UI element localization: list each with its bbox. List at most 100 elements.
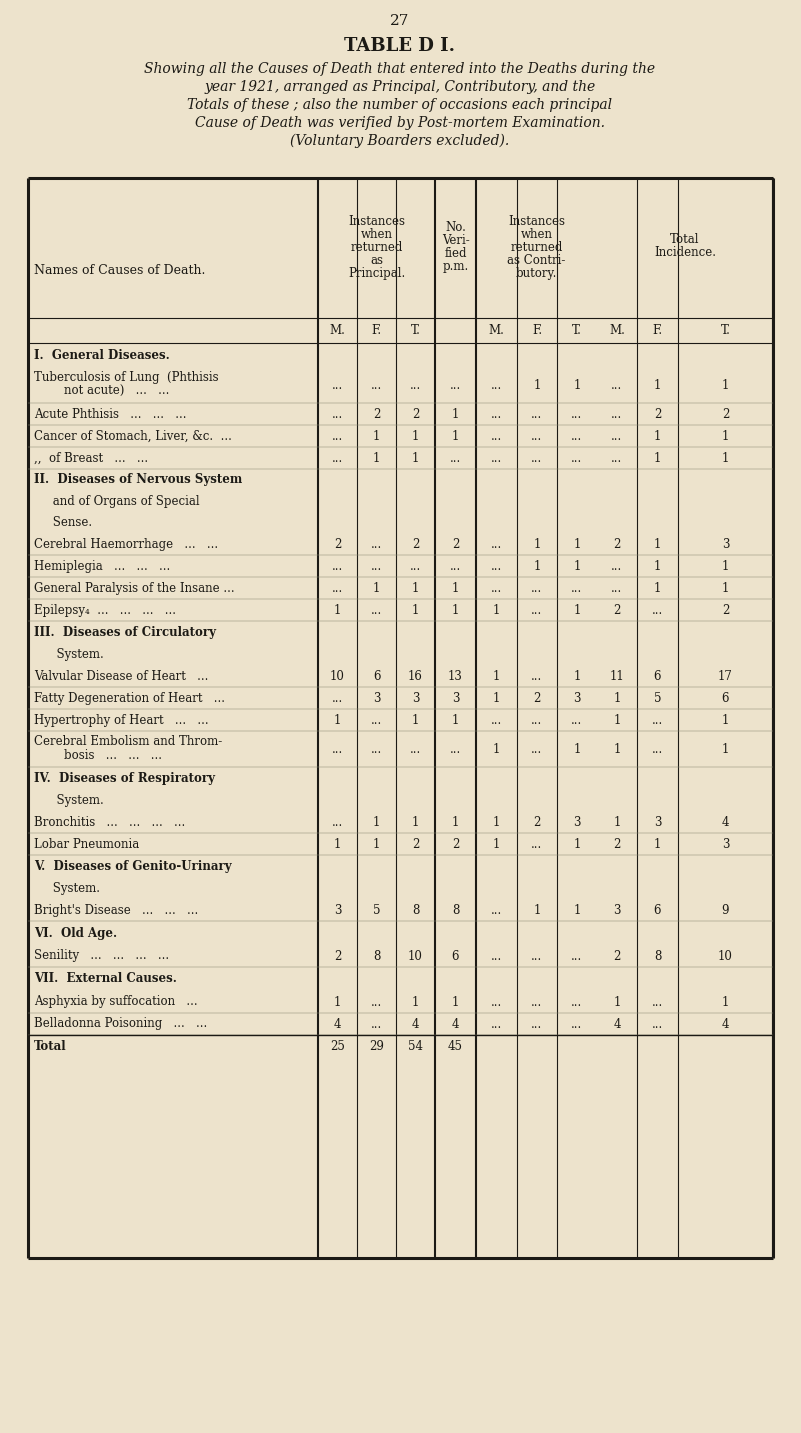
Text: ...: ... [611, 582, 622, 595]
Text: 1: 1 [722, 996, 729, 1009]
Text: Cerebral Embolism and Throm-: Cerebral Embolism and Throm- [34, 735, 222, 748]
Text: ...: ... [491, 903, 502, 917]
Text: General Paralysis of the Insane ...: General Paralysis of the Insane ... [34, 582, 235, 595]
Text: 1: 1 [372, 837, 380, 851]
Text: Names of Causes of Death.: Names of Causes of Death. [34, 264, 205, 277]
Text: fied: fied [445, 246, 467, 259]
Text: ...: ... [371, 603, 382, 616]
Text: 1: 1 [412, 815, 419, 828]
Text: bosis   ...   ...   ...: bosis ... ... ... [34, 749, 162, 762]
Text: 1: 1 [372, 451, 380, 464]
Text: 3: 3 [574, 692, 581, 705]
Text: ...: ... [531, 714, 542, 727]
Text: 1: 1 [574, 559, 581, 573]
Text: 16: 16 [408, 669, 423, 682]
Text: 1: 1 [574, 837, 581, 851]
Text: 3: 3 [722, 837, 729, 851]
Text: ...: ... [531, 837, 542, 851]
Text: ...: ... [332, 559, 343, 573]
Text: year 1921, arranged as Principal, Contributory, and the: year 1921, arranged as Principal, Contri… [204, 80, 596, 95]
Text: ...: ... [531, 582, 542, 595]
Text: 1: 1 [452, 582, 459, 595]
Text: Asphyxia by suffocation   ...: Asphyxia by suffocation ... [34, 996, 198, 1009]
Text: 6: 6 [452, 950, 459, 963]
Text: 1: 1 [574, 742, 581, 755]
Text: 3: 3 [574, 815, 581, 828]
Text: 3: 3 [372, 692, 380, 705]
Text: ...: ... [410, 559, 421, 573]
Text: ...: ... [652, 742, 663, 755]
Text: 2: 2 [533, 692, 541, 705]
Text: 1: 1 [654, 559, 661, 573]
Text: ...: ... [371, 996, 382, 1009]
Text: ...: ... [652, 1017, 663, 1030]
Text: 3: 3 [614, 903, 621, 917]
Text: ...: ... [531, 451, 542, 464]
Text: 2: 2 [722, 603, 729, 616]
Text: 1: 1 [372, 582, 380, 595]
Text: M.: M. [609, 324, 625, 337]
Text: 1: 1 [722, 378, 729, 391]
Text: 2: 2 [412, 407, 419, 420]
Text: ...: ... [371, 714, 382, 727]
Text: Tuberculosis of Lung  (Phthisis: Tuberculosis of Lung (Phthisis [34, 371, 219, 384]
Text: 1: 1 [412, 996, 419, 1009]
Text: TABLE D I.: TABLE D I. [344, 37, 456, 54]
Text: III.  Diseases of Circulatory: III. Diseases of Circulatory [34, 625, 216, 639]
Text: ...: ... [491, 1017, 502, 1030]
Text: 8: 8 [654, 950, 661, 963]
Text: Bright's Disease   ...   ...   ...: Bright's Disease ... ... ... [34, 903, 199, 917]
Text: 1: 1 [722, 451, 729, 464]
Text: 2: 2 [533, 815, 541, 828]
Text: ...: ... [332, 378, 343, 391]
Text: returned: returned [350, 241, 403, 254]
Text: Cause of Death was verified by Post-mortem Examination.: Cause of Death was verified by Post-mort… [195, 116, 605, 130]
Text: 9: 9 [722, 903, 729, 917]
Text: 1: 1 [654, 378, 661, 391]
Text: Total: Total [670, 234, 700, 246]
Text: ...: ... [531, 430, 542, 443]
Text: ...: ... [491, 996, 502, 1009]
Text: 2: 2 [412, 537, 419, 550]
Text: II.  Diseases of Nervous System: II. Diseases of Nervous System [34, 473, 242, 486]
Text: 1: 1 [452, 407, 459, 420]
Text: 1: 1 [574, 537, 581, 550]
Text: ...: ... [571, 714, 582, 727]
Text: ...: ... [371, 537, 382, 550]
Text: 5: 5 [654, 692, 662, 705]
Text: 6: 6 [372, 669, 380, 682]
Text: 10: 10 [718, 950, 733, 963]
Text: ...: ... [571, 996, 582, 1009]
Text: 3: 3 [334, 903, 341, 917]
Text: ...: ... [531, 742, 542, 755]
Text: 5: 5 [372, 903, 380, 917]
Text: System.: System. [34, 794, 104, 807]
Text: Senility   ...   ...   ...   ...: Senility ... ... ... ... [34, 950, 169, 963]
Text: when: when [521, 228, 553, 241]
Text: VI.  Old Age.: VI. Old Age. [34, 927, 117, 940]
Text: 4: 4 [452, 1017, 459, 1030]
Text: 8: 8 [412, 903, 419, 917]
Text: Showing all the Causes of Death that entered into the Deaths during the: Showing all the Causes of Death that ent… [144, 62, 655, 76]
Text: 1: 1 [614, 692, 621, 705]
Text: as: as [370, 254, 383, 267]
Text: 2: 2 [614, 837, 621, 851]
Text: ...: ... [571, 1017, 582, 1030]
Text: 1: 1 [412, 430, 419, 443]
Text: 6: 6 [654, 669, 662, 682]
Text: ...: ... [332, 407, 343, 420]
Text: 1: 1 [654, 582, 661, 595]
Text: ...: ... [571, 451, 582, 464]
Text: ...: ... [332, 815, 343, 828]
Text: 2: 2 [334, 950, 341, 963]
Text: Hemiplegia   ...   ...   ...: Hemiplegia ... ... ... [34, 559, 171, 573]
Text: Hypertrophy of Heart   ...   ...: Hypertrophy of Heart ... ... [34, 714, 208, 727]
Text: Acute Phthisis   ...   ...   ...: Acute Phthisis ... ... ... [34, 407, 187, 420]
Text: when: when [360, 228, 392, 241]
Text: 10: 10 [330, 669, 345, 682]
Text: 29: 29 [369, 1039, 384, 1052]
Text: ...: ... [652, 603, 663, 616]
Text: ...: ... [531, 996, 542, 1009]
Text: ...: ... [611, 559, 622, 573]
Text: 1: 1 [334, 603, 341, 616]
